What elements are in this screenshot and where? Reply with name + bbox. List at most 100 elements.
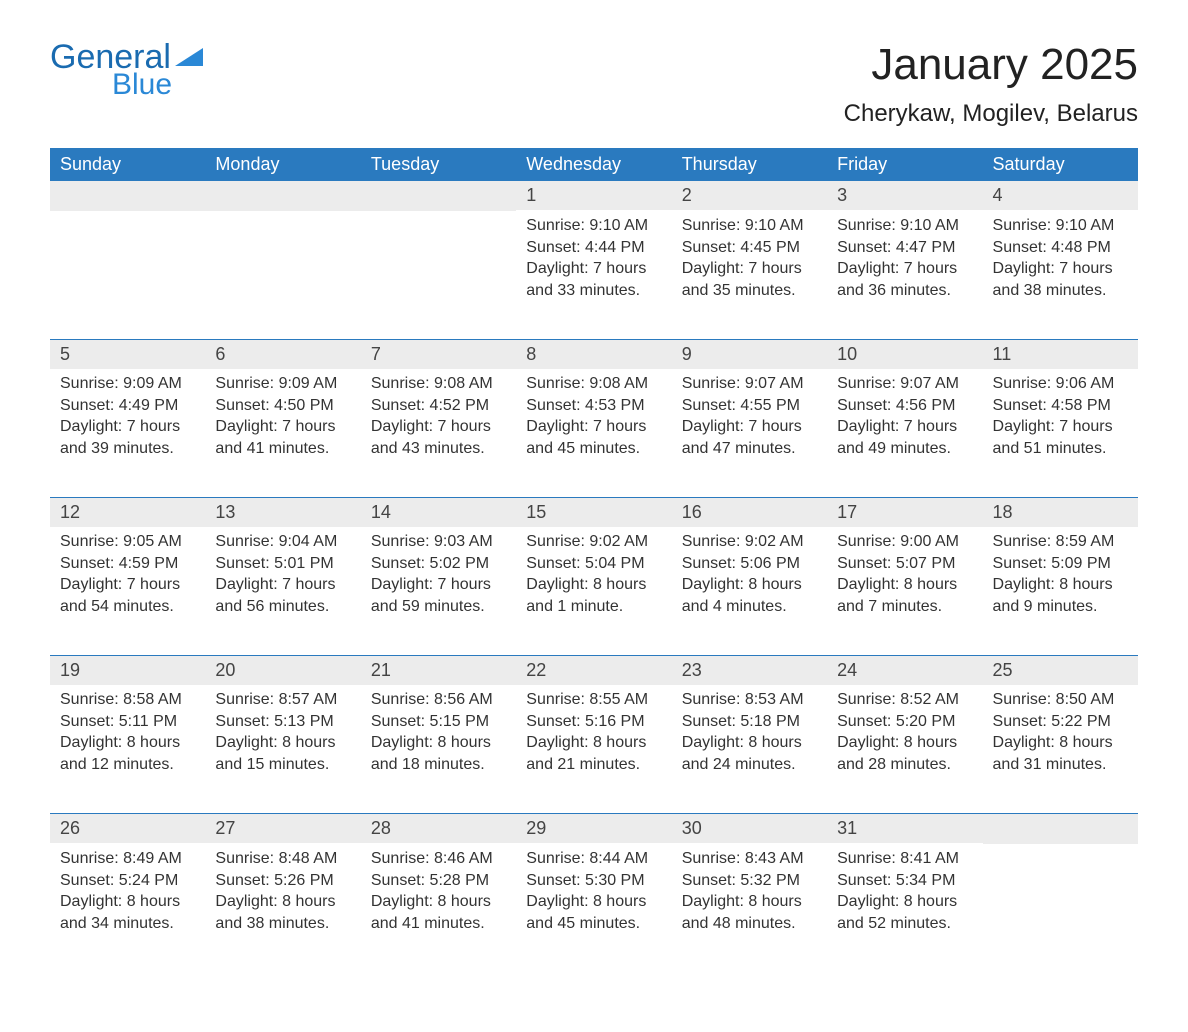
sunrise-line: Sunrise: 8:52 AM <box>837 689 972 711</box>
sunrise-line: Sunrise: 8:46 AM <box>371 848 506 870</box>
weekday-header: Tuesday <box>361 148 516 181</box>
sunset-line: Sunset: 5:11 PM <box>60 711 195 733</box>
day-number: 5 <box>50 340 205 369</box>
sunrise-line: Sunrise: 9:08 AM <box>526 373 661 395</box>
day-data: Sunrise: 9:06 AMSunset: 4:58 PMDaylight:… <box>983 369 1138 473</box>
day-number-cell: 22 <box>516 656 671 686</box>
day-data: Sunrise: 8:53 AMSunset: 5:18 PMDaylight:… <box>672 685 827 789</box>
day-data-cell: Sunrise: 9:04 AMSunset: 5:01 PMDaylight:… <box>205 527 360 656</box>
day-data: Sunrise: 8:41 AMSunset: 5:34 PMDaylight:… <box>827 844 982 948</box>
day-number-cell <box>50 181 205 211</box>
sunrise-line: Sunrise: 9:09 AM <box>60 373 195 395</box>
sunset-line: Sunset: 5:07 PM <box>837 553 972 575</box>
day-number: 24 <box>827 656 982 685</box>
logo-word2: Blue <box>112 68 203 102</box>
day-number-cell: 31 <box>827 814 982 845</box>
sunrise-line: Sunrise: 9:05 AM <box>60 531 195 553</box>
day-data: Sunrise: 9:07 AMSunset: 4:55 PMDaylight:… <box>672 369 827 473</box>
sunset-line: Sunset: 4:49 PM <box>60 395 195 417</box>
day-number-cell: 10 <box>827 340 982 370</box>
daylight-line: Daylight: 8 hours and 31 minutes. <box>993 732 1128 775</box>
day-data: Sunrise: 8:58 AMSunset: 5:11 PMDaylight:… <box>50 685 205 789</box>
day-data-cell: Sunrise: 8:50 AMSunset: 5:22 PMDaylight:… <box>983 685 1138 814</box>
sunrise-line: Sunrise: 9:07 AM <box>837 373 972 395</box>
day-number-cell: 4 <box>983 181 1138 211</box>
day-number-cell: 8 <box>516 340 671 370</box>
daylight-line: Daylight: 7 hours and 43 minutes. <box>371 416 506 459</box>
day-data: Sunrise: 8:59 AMSunset: 5:09 PMDaylight:… <box>983 527 1138 631</box>
daylight-line: Daylight: 8 hours and 4 minutes. <box>682 574 817 617</box>
day-number: 9 <box>672 340 827 369</box>
day-number-cell: 2 <box>672 181 827 211</box>
weekday-header-row: Sunday Monday Tuesday Wednesday Thursday… <box>50 148 1138 181</box>
daylight-line: Daylight: 8 hours and 1 minute. <box>526 574 661 617</box>
sunset-line: Sunset: 5:28 PM <box>371 870 506 892</box>
day-number-cell: 9 <box>672 340 827 370</box>
page-title: January 2025 <box>844 40 1138 90</box>
day-data <box>983 844 1138 862</box>
sunrise-line: Sunrise: 9:09 AM <box>215 373 350 395</box>
day-data-cell: Sunrise: 9:08 AMSunset: 4:53 PMDaylight:… <box>516 369 671 498</box>
day-number-cell: 14 <box>361 498 516 528</box>
day-data-cell: Sunrise: 8:56 AMSunset: 5:15 PMDaylight:… <box>361 685 516 814</box>
weekday-header: Friday <box>827 148 982 181</box>
day-data-cell: Sunrise: 9:02 AMSunset: 5:06 PMDaylight:… <box>672 527 827 656</box>
sunrise-line: Sunrise: 9:06 AM <box>993 373 1128 395</box>
calendar-body: 12 34 Sunrise: 9:10 AMSunset: 4:44 PMDayli… <box>50 181 1138 972</box>
day-data: Sunrise: 9:03 AMSunset: 5:02 PMDaylight:… <box>361 527 516 631</box>
day-number-cell <box>361 181 516 211</box>
sunset-line: Sunset: 5:24 PM <box>60 870 195 892</box>
daylight-line: Daylight: 8 hours and 18 minutes. <box>371 732 506 775</box>
day-data: Sunrise: 8:56 AMSunset: 5:15 PMDaylight:… <box>361 685 516 789</box>
daylight-line: Daylight: 7 hours and 33 minutes. <box>526 258 661 301</box>
day-data-cell <box>983 844 1138 972</box>
header: General Blue January 2025 Cherykaw, Mogi… <box>50 40 1138 128</box>
day-data-cell: Sunrise: 9:06 AMSunset: 4:58 PMDaylight:… <box>983 369 1138 498</box>
day-data-cell: Sunrise: 9:10 AMSunset: 4:48 PMDaylight:… <box>983 211 1138 340</box>
sunset-line: Sunset: 4:50 PM <box>215 395 350 417</box>
day-number-cell: 17 <box>827 498 982 528</box>
day-data: Sunrise: 9:08 AMSunset: 4:52 PMDaylight:… <box>361 369 516 473</box>
day-data-cell: Sunrise: 8:44 AMSunset: 5:30 PMDaylight:… <box>516 844 671 972</box>
sunrise-line: Sunrise: 8:55 AM <box>526 689 661 711</box>
sunrise-line: Sunrise: 8:41 AM <box>837 848 972 870</box>
day-number: 17 <box>827 498 982 527</box>
empty-day-number <box>361 181 516 211</box>
day-data <box>50 211 205 229</box>
day-number-cell: 29 <box>516 814 671 845</box>
sunset-line: Sunset: 4:59 PM <box>60 553 195 575</box>
calendar-week-daynum-row: 19202122232425 <box>50 656 1138 686</box>
day-data-cell: Sunrise: 9:10 AMSunset: 4:44 PMDaylight:… <box>516 211 671 340</box>
day-number: 31 <box>827 814 982 843</box>
sunset-line: Sunset: 4:45 PM <box>682 237 817 259</box>
day-number-cell: 19 <box>50 656 205 686</box>
day-number-cell: 12 <box>50 498 205 528</box>
daylight-line: Daylight: 7 hours and 36 minutes. <box>837 258 972 301</box>
day-number: 11 <box>983 340 1138 369</box>
day-number-cell: 5 <box>50 340 205 370</box>
calendar-table: Sunday Monday Tuesday Wednesday Thursday… <box>50 148 1138 972</box>
day-number: 20 <box>205 656 360 685</box>
day-number-cell: 21 <box>361 656 516 686</box>
day-number: 22 <box>516 656 671 685</box>
calendar-week-data-row: Sunrise: 8:49 AMSunset: 5:24 PMDaylight:… <box>50 844 1138 972</box>
sunrise-line: Sunrise: 9:10 AM <box>837 215 972 237</box>
sunrise-line: Sunrise: 9:04 AM <box>215 531 350 553</box>
sunset-line: Sunset: 4:48 PM <box>993 237 1128 259</box>
day-data-cell <box>50 211 205 340</box>
daylight-line: Daylight: 7 hours and 54 minutes. <box>60 574 195 617</box>
sunset-line: Sunset: 5:01 PM <box>215 553 350 575</box>
day-data-cell: Sunrise: 9:03 AMSunset: 5:02 PMDaylight:… <box>361 527 516 656</box>
day-number: 10 <box>827 340 982 369</box>
daylight-line: Daylight: 7 hours and 35 minutes. <box>682 258 817 301</box>
title-block: January 2025 Cherykaw, Mogilev, Belarus <box>844 40 1138 128</box>
logo: General Blue <box>50 40 203 102</box>
day-data-cell: Sunrise: 9:08 AMSunset: 4:52 PMDaylight:… <box>361 369 516 498</box>
day-number-cell: 11 <box>983 340 1138 370</box>
sunrise-line: Sunrise: 9:02 AM <box>526 531 661 553</box>
day-data: Sunrise: 9:09 AMSunset: 4:50 PMDaylight:… <box>205 369 360 473</box>
day-data-cell: Sunrise: 8:59 AMSunset: 5:09 PMDaylight:… <box>983 527 1138 656</box>
sunset-line: Sunset: 5:04 PM <box>526 553 661 575</box>
daylight-line: Daylight: 8 hours and 48 minutes. <box>682 891 817 934</box>
day-number: 3 <box>827 181 982 210</box>
